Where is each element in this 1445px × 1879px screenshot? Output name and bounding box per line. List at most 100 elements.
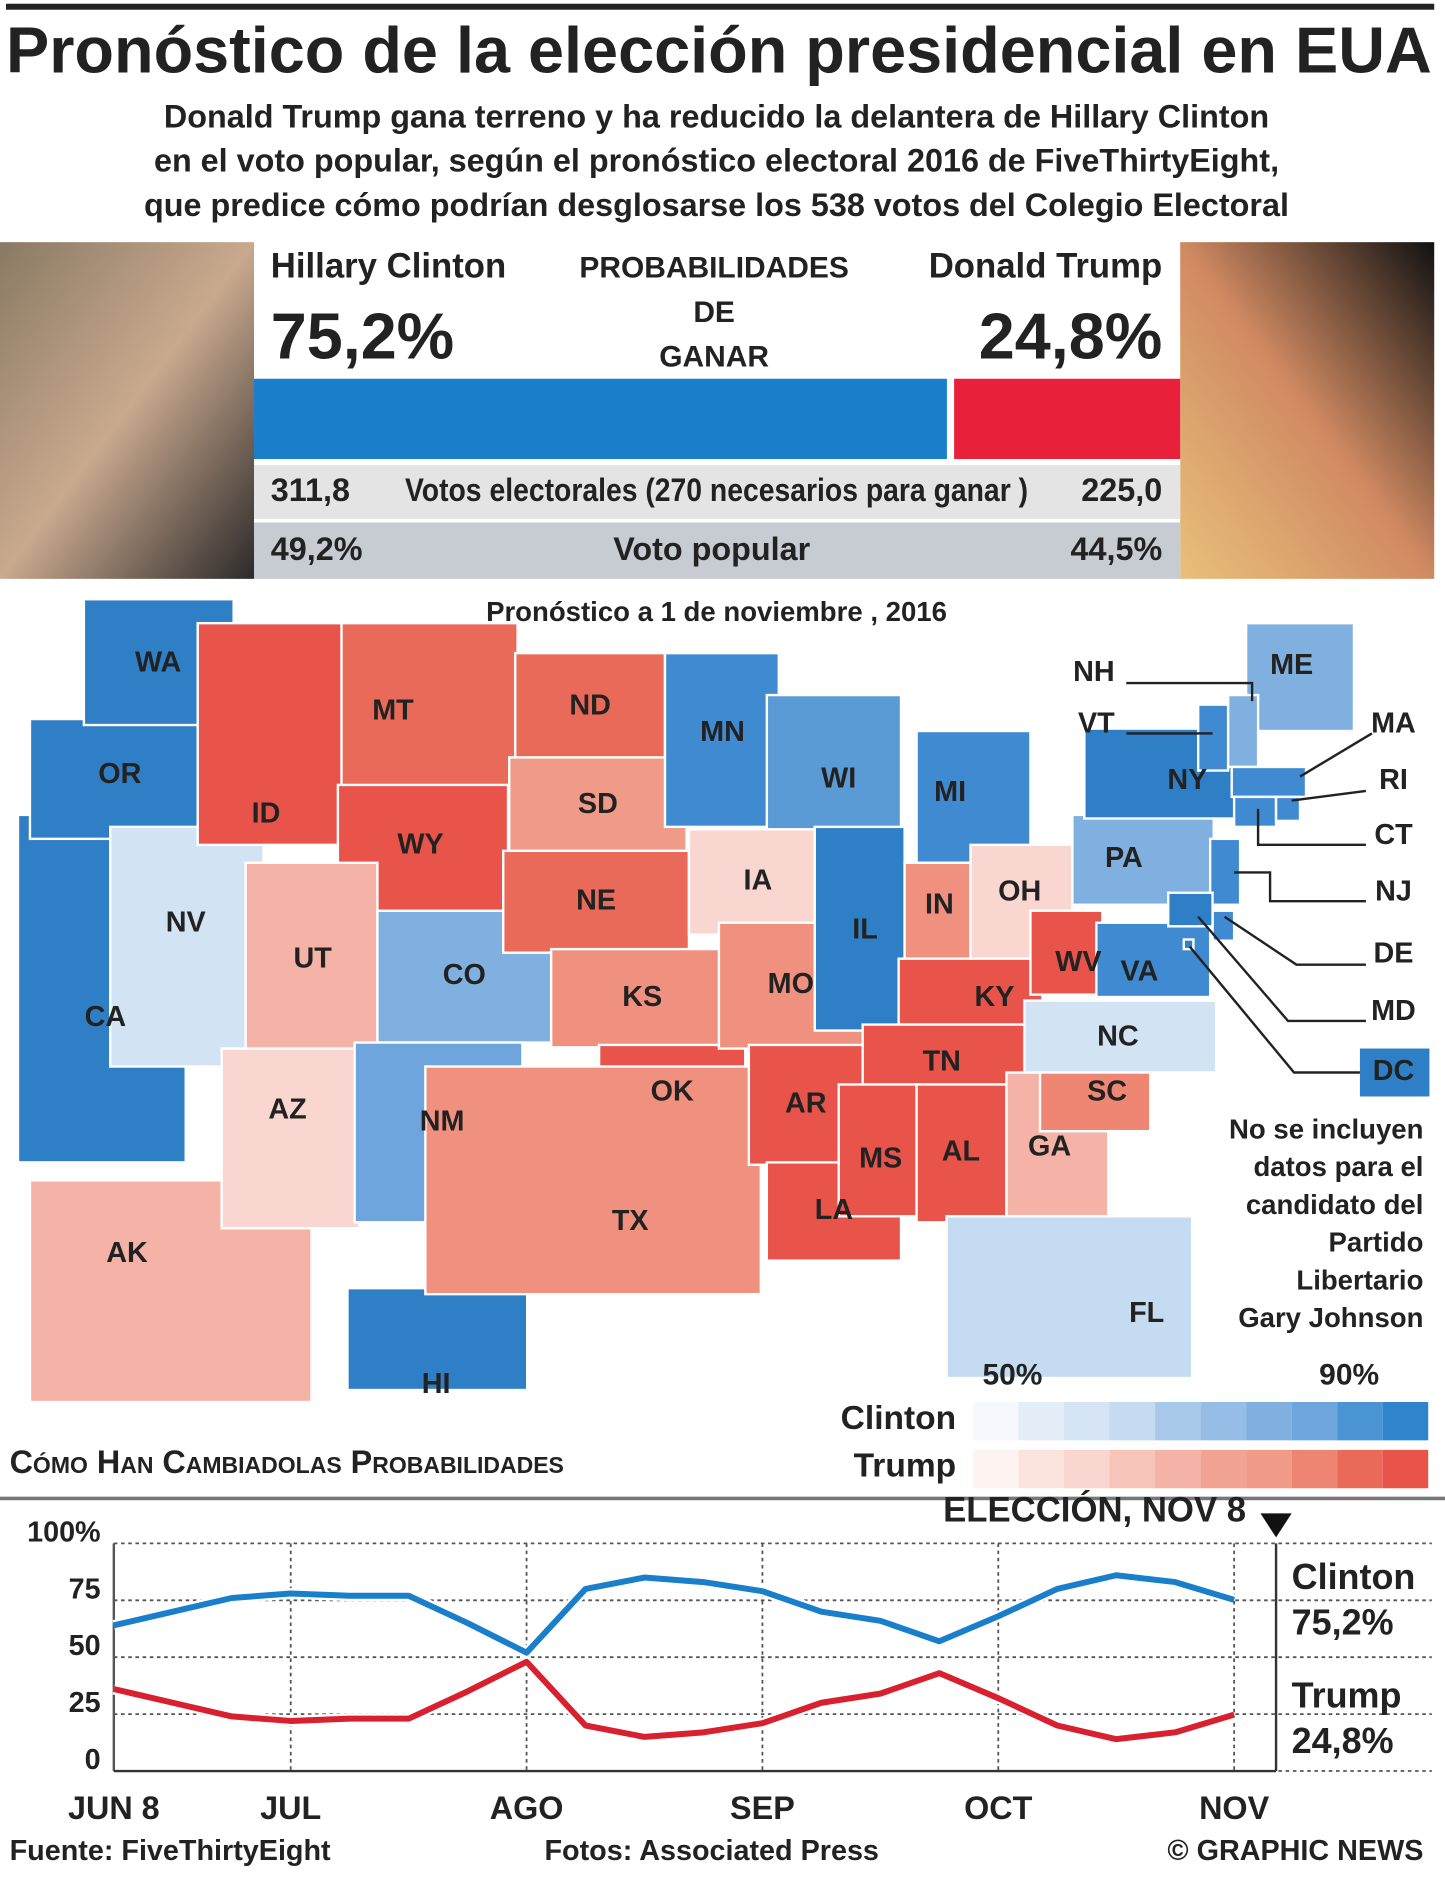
leader-line <box>1197 915 1366 1023</box>
state-label: LA <box>815 1194 853 1226</box>
legend-swatch <box>1018 1401 1064 1441</box>
state <box>1095 921 1212 999</box>
state-label: RI <box>1379 764 1408 796</box>
state-label: DC <box>1373 1055 1415 1087</box>
note: Libertario <box>1296 1264 1423 1295</box>
legend-swatch <box>972 1449 1019 1489</box>
electoral-value: 225,0 <box>1081 472 1162 508</box>
state <box>813 825 906 1032</box>
state-label: KY <box>975 981 1015 1013</box>
state-label: IL <box>852 914 878 946</box>
legend-label: 50% <box>982 1359 1042 1392</box>
annotation: ELECCIÓN, NOV 8 <box>943 1489 1246 1529</box>
state <box>663 651 781 829</box>
chart-title: Cómo Han Cambiadolas Probabilidades <box>10 1444 564 1480</box>
state-label: MI <box>934 776 966 808</box>
popular-row <box>254 522 1181 579</box>
state-label: HI <box>422 1368 451 1400</box>
state <box>549 947 735 1049</box>
state-label: MN <box>700 716 745 748</box>
state-label: NJ <box>1375 875 1412 907</box>
map-title: Pronóstico a 1 de noviembre , 2016 <box>486 596 947 627</box>
odds-bar <box>254 378 947 460</box>
series-line <box>113 1572 1235 1656</box>
subtitle: que predice cómo podrían desglosarse los… <box>144 187 1289 223</box>
odds-label: 24,8% <box>979 300 1162 373</box>
legend-swatch <box>1291 1449 1338 1489</box>
state-label: NE <box>576 884 616 916</box>
state <box>196 621 343 847</box>
electoral-row <box>254 465 1181 519</box>
y-tick-label: 75 <box>69 1573 101 1605</box>
note: datos para el <box>1253 1151 1423 1182</box>
election-marker <box>1260 1513 1292 1538</box>
legend-swatch <box>1063 1449 1110 1489</box>
popular-value: 44,5% <box>1071 531 1163 567</box>
state <box>346 1286 529 1392</box>
state-label: ID <box>252 797 281 829</box>
state-label: CA <box>85 1001 127 1033</box>
y-tick-label: 25 <box>69 1687 101 1719</box>
state <box>897 957 1044 1026</box>
state <box>915 729 1032 865</box>
state-label: WV <box>1055 946 1101 978</box>
state <box>1023 999 1218 1074</box>
leader-line <box>1223 915 1366 966</box>
state-label: WI <box>821 763 856 795</box>
popular-value: 49,2% <box>271 531 363 567</box>
state-label: MT <box>372 694 414 726</box>
state-label: ME <box>1270 649 1313 681</box>
legend-swatch <box>1382 1401 1429 1441</box>
footer-credit: © GRAPHIC NEWS <box>1167 1835 1423 1867</box>
series-name: Trump <box>1292 1674 1402 1715</box>
state-label: DE <box>1374 938 1414 970</box>
state-label: NC <box>1097 1020 1139 1052</box>
state-label: FL <box>1129 1297 1164 1329</box>
legend-swatch <box>1018 1449 1064 1489</box>
legend-swatch <box>1337 1401 1383 1441</box>
state-label: KS <box>622 981 662 1013</box>
subtitle: Donald Trump gana terreno y ha reducido … <box>164 98 1269 134</box>
leader-line <box>1234 871 1366 903</box>
legend-swatch <box>1246 1401 1292 1441</box>
state <box>1167 891 1214 928</box>
odds-bar <box>954 378 1181 460</box>
series-name: Clinton <box>1292 1556 1416 1597</box>
state-label: AK <box>106 1237 148 1269</box>
state-label: IA <box>743 865 772 897</box>
state-label: OH <box>998 875 1041 907</box>
legend-swatch <box>972 1401 1019 1441</box>
legend-swatch <box>1063 1401 1110 1441</box>
state-label: MO <box>768 968 814 1000</box>
state-label: MD <box>1371 995 1416 1027</box>
odds-title: PROBABILIDADES <box>579 252 848 285</box>
state-label: AZ <box>268 1093 306 1125</box>
y-tick-label: 100% <box>27 1516 101 1548</box>
state-label: AL <box>942 1135 980 1167</box>
odds-title: DE <box>693 296 735 329</box>
state-label: NH <box>1073 656 1115 688</box>
legend-swatch <box>1200 1449 1247 1489</box>
odds-label: 75,2% <box>271 300 454 373</box>
legend-row-name: Clinton <box>841 1400 956 1437</box>
leader-line <box>1299 732 1373 778</box>
state <box>1232 795 1278 829</box>
state-label: CT <box>1374 819 1413 851</box>
state <box>424 1065 763 1296</box>
state-label: TN <box>923 1046 961 1078</box>
state-label: OK <box>651 1075 694 1107</box>
state-label: ND <box>569 690 611 722</box>
state-label: NM <box>420 1105 465 1137</box>
state <box>244 861 379 1056</box>
leader-line <box>1188 945 1360 1074</box>
legend-swatch <box>1109 1449 1156 1489</box>
state <box>502 849 691 954</box>
x-tick-label: NOV <box>1199 1790 1270 1826</box>
note: Partido <box>1329 1227 1424 1258</box>
state-label: SD <box>578 788 618 820</box>
state-label: WA <box>135 647 181 679</box>
state <box>1274 795 1302 823</box>
x-tick-label: JUL <box>260 1790 321 1826</box>
chart-rule <box>0 1496 1445 1501</box>
